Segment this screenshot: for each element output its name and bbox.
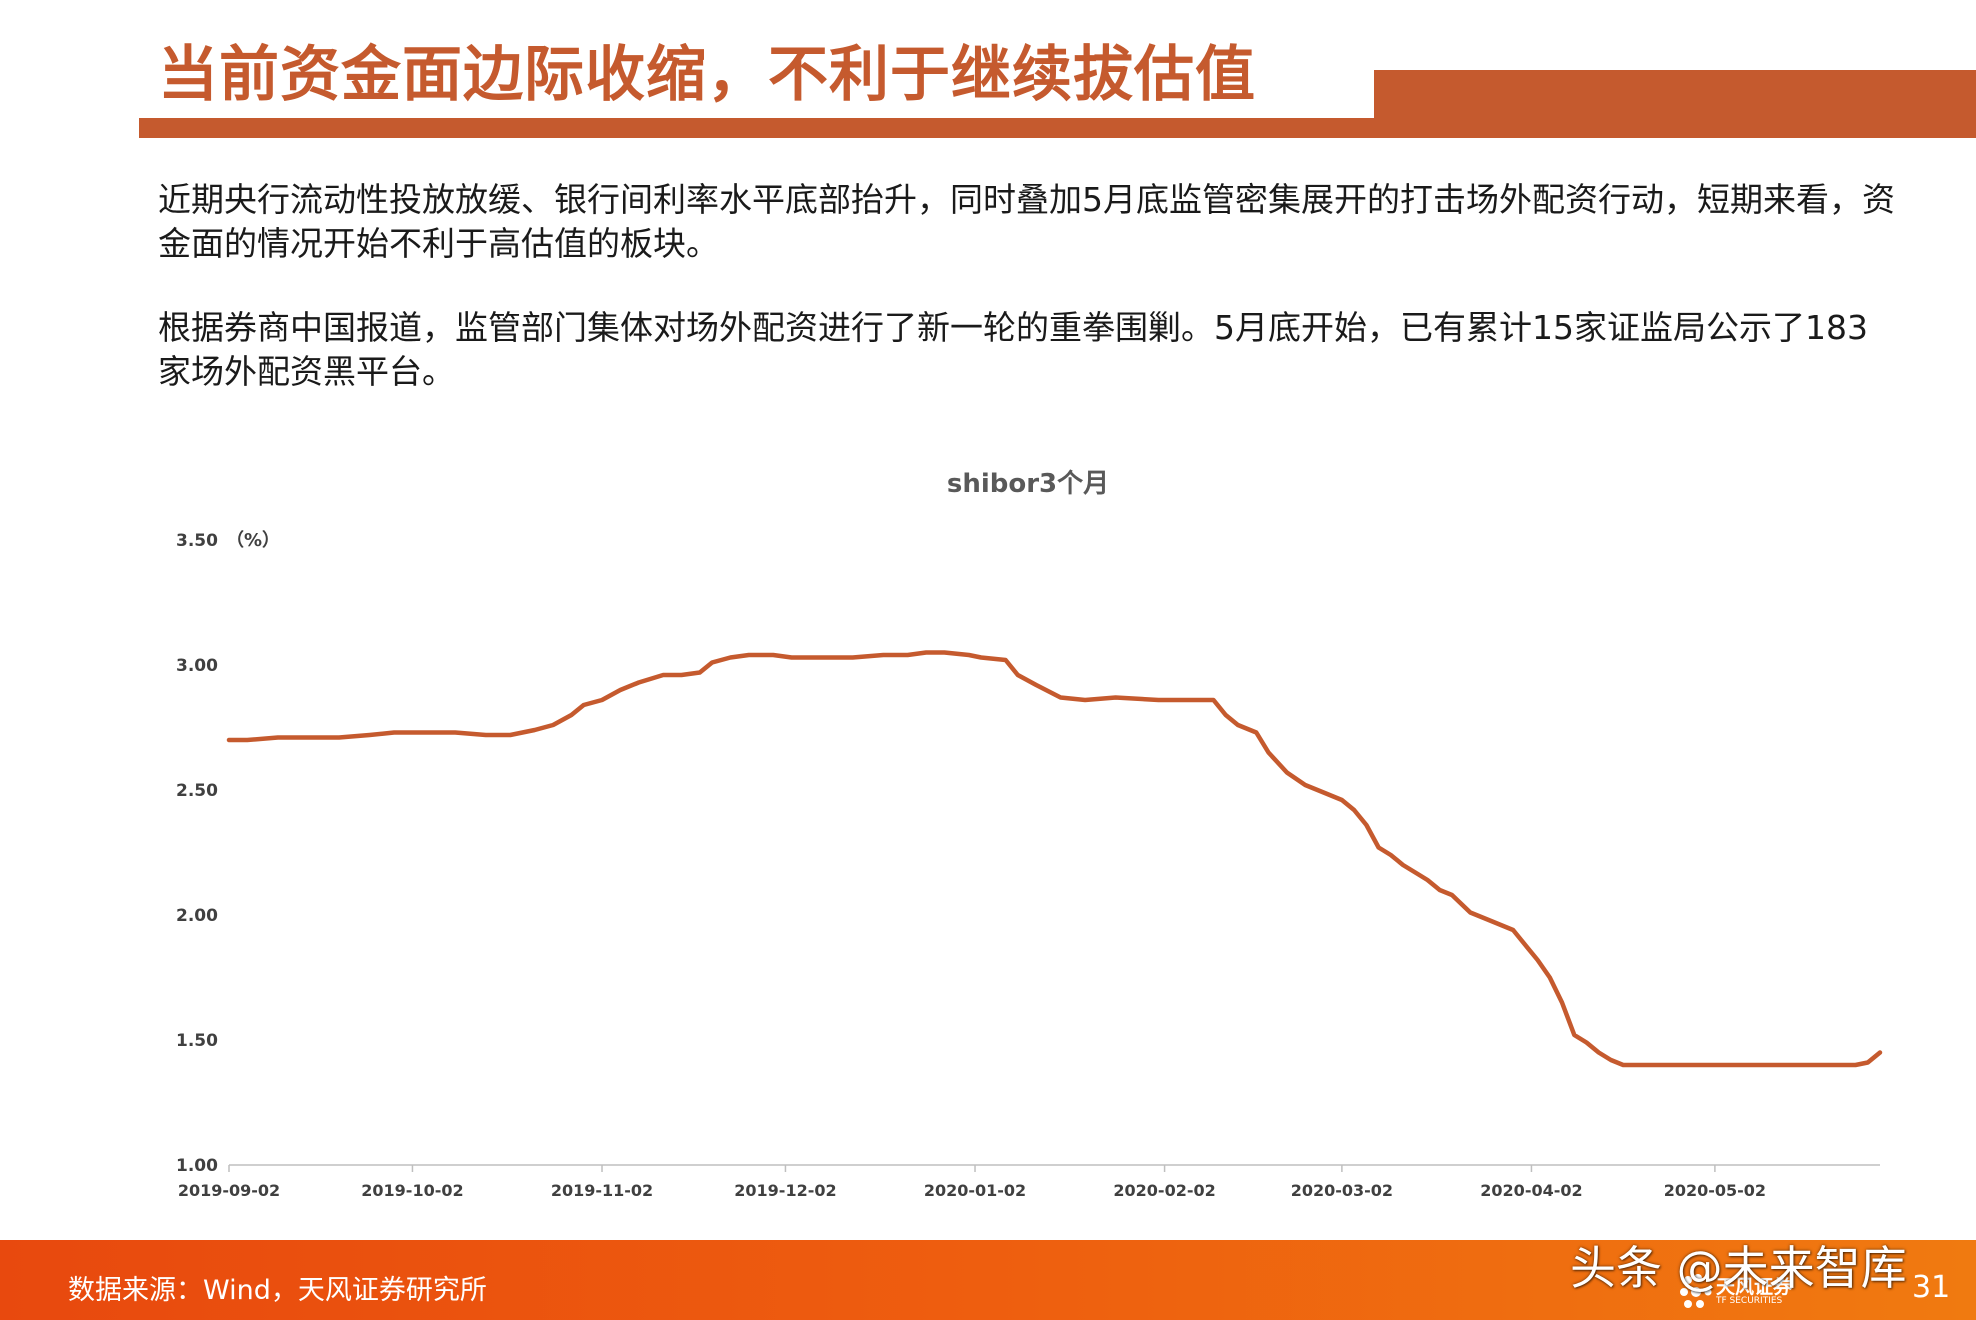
x-tick-label: 2019-12-02	[734, 1181, 836, 1200]
x-tick-label: 2020-04-02	[1480, 1181, 1582, 1200]
body-paragraph-1: 近期央行流动性投放放缓、银行间利率水平底部抬升，同时叠加5月底监管密集展开的打击…	[158, 180, 1895, 263]
x-tick-label: 2019-10-02	[361, 1181, 463, 1200]
y-tick-label: 2.50	[176, 781, 218, 801]
x-tick-label: 2020-02-02	[1113, 1181, 1215, 1200]
shibor-3m-series-line	[226, 650, 1883, 1068]
title-accent-block	[1374, 70, 1976, 138]
y-axis-unit-label: （%）	[226, 530, 280, 551]
watermark-text: 头条 @未来智库	[1570, 1241, 1907, 1295]
x-tick-label: 2020-01-02	[924, 1181, 1026, 1200]
y-tick-label: 3.00	[176, 656, 218, 676]
title-underline	[139, 118, 1374, 138]
y-tick-label: 3.50	[176, 531, 218, 551]
body-paragraph-2: 根据券商中国报道，监管部门集体对场外配资进行了新一轮的重拳围剿。5月底开始，已有…	[158, 308, 1868, 391]
y-tick-label: 1.00	[176, 1156, 218, 1176]
data-source-note: 数据来源：Wind，天风证券研究所	[68, 1275, 487, 1306]
y-tick-label: 2.00	[176, 906, 218, 926]
shibor-line-chart: shibor3个月 1.00 1.50 2.00 2.50 3.00 3.50 （%） 2019…	[176, 469, 1883, 1200]
footer-bar	[0, 1240, 1976, 1320]
y-tick-label: 1.50	[176, 1031, 218, 1051]
x-tick-label: 2019-11-02	[551, 1181, 653, 1200]
x-tick-label: 2020-03-02	[1291, 1181, 1393, 1200]
tf-securities-logo-icon	[1680, 1274, 1712, 1308]
page-number: 31	[1912, 1270, 1951, 1305]
chart-title: shibor3个月	[947, 469, 1109, 499]
x-tick-label: 2020-05-02	[1664, 1181, 1766, 1200]
x-tick-label: 2019-09-02	[178, 1181, 280, 1200]
page-title: 当前资金面边际收缩，不利于继续拔估值	[158, 40, 1256, 110]
brand-name: 天风证券	[1716, 1276, 1793, 1298]
brand-subtitle: TF SECURITIES	[1716, 1296, 1783, 1306]
